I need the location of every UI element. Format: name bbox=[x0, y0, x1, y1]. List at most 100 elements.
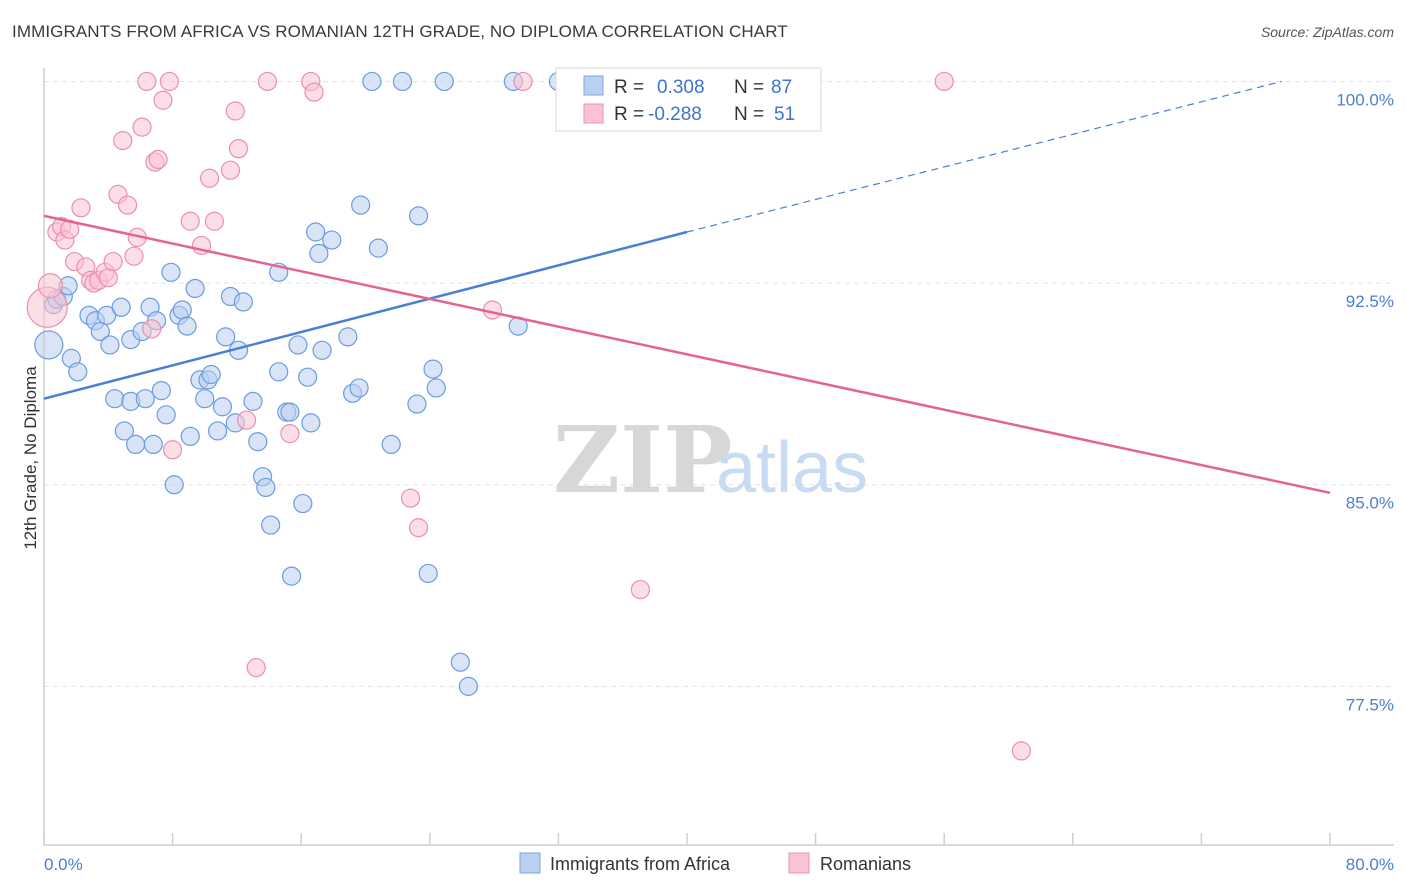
bottom-legend-swatch-pink bbox=[788, 852, 810, 874]
data-point-romanians bbox=[113, 130, 133, 151]
data-point-romanians bbox=[180, 211, 200, 231]
data-point-romanians bbox=[204, 211, 224, 231]
legend-r-value-1: 0.308 bbox=[657, 77, 705, 98]
data-point-africa bbox=[180, 426, 200, 446]
data-point-africa bbox=[97, 305, 117, 325]
data-point-africa bbox=[201, 364, 221, 385]
legend-swatch-pink bbox=[583, 103, 604, 124]
data-point-africa bbox=[212, 397, 233, 417]
data-point-africa bbox=[426, 378, 446, 398]
data-point-africa bbox=[288, 335, 308, 355]
data-point-romanians bbox=[117, 195, 138, 215]
legend-n-label-2: N = bbox=[734, 104, 764, 125]
y-axis-tick-labels: 77.5% 85.0% 92.5% 100.0% bbox=[1336, 90, 1394, 714]
trend-line-romanians bbox=[43, 214, 1331, 495]
y-tick-label: 100.0% bbox=[1336, 90, 1394, 109]
y-tick-label: 77.5% bbox=[1346, 695, 1394, 714]
data-point-romanians bbox=[124, 246, 144, 266]
x-tick-label-min: 0.0% bbox=[44, 855, 83, 874]
data-point-romanians bbox=[148, 149, 168, 170]
data-point-africa bbox=[309, 243, 329, 264]
data-point-africa bbox=[126, 434, 146, 455]
data-point-romanians bbox=[304, 82, 324, 102]
legend-n-label-1: N = bbox=[734, 77, 764, 98]
data-point-africa bbox=[280, 402, 300, 422]
grid-lines bbox=[44, 80, 1394, 687]
data-point-romanians bbox=[408, 518, 429, 538]
data-point-africa bbox=[434, 71, 454, 92]
data-point-romanians bbox=[513, 71, 533, 92]
data-point-africa bbox=[208, 421, 228, 441]
data-point-romanians bbox=[98, 268, 118, 288]
data-point-africa bbox=[68, 362, 88, 382]
data-point-africa bbox=[261, 515, 281, 535]
data-point-africa bbox=[135, 389, 155, 409]
data-point-africa bbox=[418, 563, 438, 584]
data-point-africa bbox=[407, 394, 427, 414]
trend-line-africa-extension bbox=[686, 80, 1282, 233]
data-point-africa bbox=[306, 222, 326, 242]
data-point-africa bbox=[301, 413, 321, 433]
source-label: Source: ZipAtlas.com bbox=[1260, 24, 1394, 40]
data-point-romanians bbox=[225, 101, 245, 121]
data-point-africa bbox=[185, 278, 205, 299]
trend-lines bbox=[43, 80, 1331, 495]
data-point-africa bbox=[322, 230, 342, 250]
series-legend: Immigrants from Africa Romanians bbox=[519, 852, 911, 874]
data-point-romanians bbox=[934, 71, 954, 92]
data-point-romanians bbox=[163, 440, 183, 460]
data-point-romanians bbox=[132, 117, 152, 137]
data-point-romanians bbox=[37, 273, 64, 299]
data-point-africa bbox=[423, 359, 443, 379]
data-point-africa bbox=[269, 362, 289, 382]
data-point-africa bbox=[243, 391, 263, 411]
data-point-romanians bbox=[103, 251, 123, 272]
data-point-romanians bbox=[220, 160, 241, 180]
bottom-legend-label-romanians: Romanians bbox=[820, 854, 911, 874]
data-point-africa bbox=[349, 378, 369, 398]
x-tick-label-max: 80.0% bbox=[1346, 855, 1394, 874]
y-axis-label: 12th Grade, No Diploma bbox=[21, 366, 40, 550]
legend-n-value-2: 51 bbox=[774, 104, 795, 125]
data-point-africa bbox=[114, 421, 134, 441]
data-point-africa bbox=[195, 389, 215, 409]
data-point-romanians bbox=[257, 71, 278, 92]
legend-swatch-blue bbox=[583, 75, 604, 96]
series-romanians bbox=[26, 71, 1031, 761]
data-point-africa bbox=[233, 292, 253, 312]
y-tick-label: 85.0% bbox=[1346, 494, 1394, 513]
chart-title: IMMIGRANTS FROM AFRICA VS ROMANIAN 12TH … bbox=[12, 22, 788, 41]
data-point-romanians bbox=[280, 424, 300, 444]
data-point-africa bbox=[293, 493, 313, 514]
data-point-romanians bbox=[199, 168, 220, 188]
data-point-africa bbox=[143, 434, 163, 455]
data-point-africa bbox=[105, 389, 125, 409]
data-point-africa bbox=[381, 434, 401, 455]
data-point-africa bbox=[90, 321, 110, 342]
y-tick-label: 92.5% bbox=[1346, 292, 1394, 311]
data-point-romanians bbox=[246, 657, 266, 678]
data-point-africa bbox=[256, 477, 276, 498]
data-point-romanians bbox=[400, 488, 421, 508]
data-point-africa bbox=[172, 300, 192, 320]
watermark-atlas: atlas bbox=[716, 428, 868, 508]
legend-n-value-1: 87 bbox=[771, 77, 792, 98]
data-point-africa bbox=[281, 566, 302, 586]
data-point-africa bbox=[156, 405, 176, 425]
bottom-legend-swatch-blue bbox=[519, 852, 541, 874]
data-point-africa bbox=[111, 297, 131, 317]
data-point-africa bbox=[351, 195, 371, 215]
data-point-romanians bbox=[153, 90, 173, 110]
data-point-romanians bbox=[159, 71, 179, 92]
data-point-africa bbox=[161, 262, 181, 282]
data-point-romanians bbox=[71, 198, 91, 218]
data-point-africa bbox=[362, 71, 382, 92]
data-point-africa bbox=[100, 335, 120, 355]
data-point-romanians bbox=[142, 319, 162, 339]
data-point-africa bbox=[392, 71, 413, 92]
data-point-africa bbox=[450, 652, 470, 672]
data-point-romanians bbox=[1011, 741, 1031, 761]
axes bbox=[43, 68, 1394, 846]
data-point-africa bbox=[312, 340, 332, 360]
